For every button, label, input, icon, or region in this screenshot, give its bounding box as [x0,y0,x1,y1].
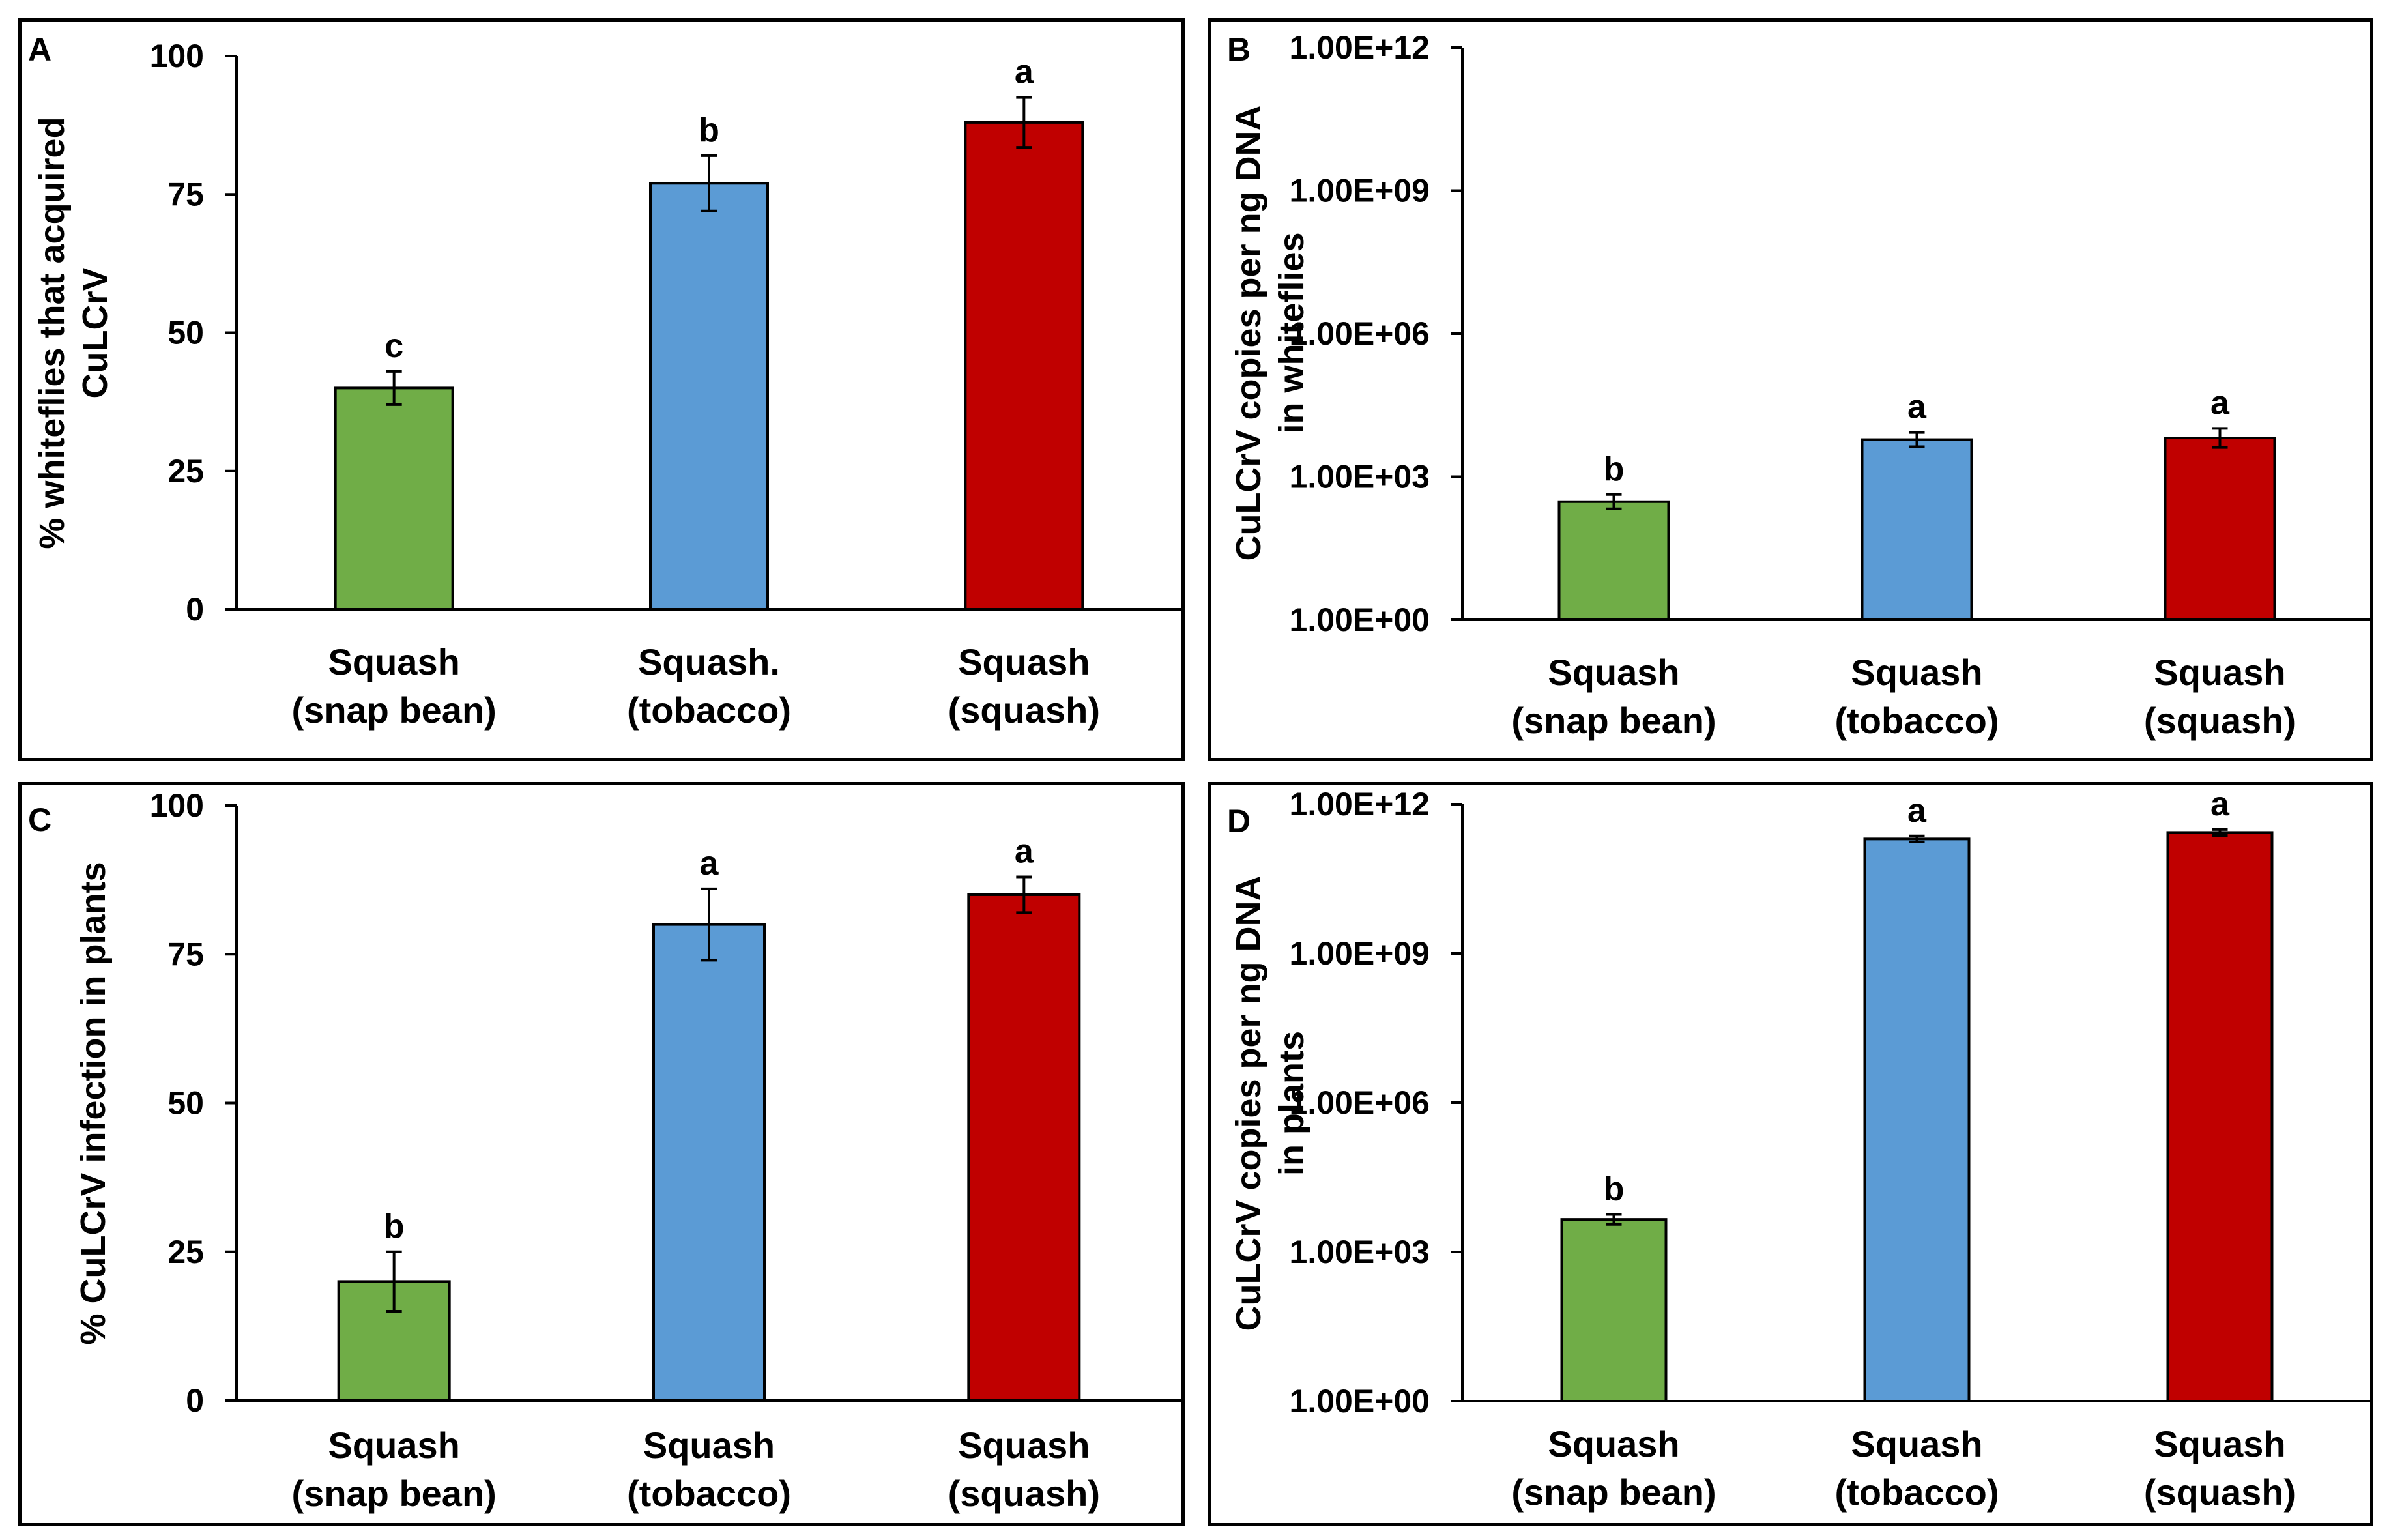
category-label-b-1: Squash [1548,652,1679,693]
category-label-b-2: Squash [1851,652,1982,693]
panel-letter-a: A [28,31,51,68]
chart-panel-d: D 1.00E+00 1.00E+03 1.00E+06 1.00E+09 1.00E+1… [1208,782,2373,1526]
category-label-d-3: Squash [2154,1423,2285,1464]
chart-d-svg: D 1.00E+00 1.00E+03 1.00E+06 1.00E+09 1.00E+1… [1227,785,2371,1513]
y-axis-label-line-b: CuLCrV copies per ng DNA [1229,105,1268,560]
y-axis-label-line-d: CuLCrV copies per ng DNA [1229,875,1268,1331]
bar-d-2 [1863,837,1971,1402]
sig-letter-d-2: a [1907,792,1927,830]
chart-panel-c: C 0 25 50 75 100 % CuLCrV infection in plants b… [18,782,1185,1526]
panel-letter-c: C [28,802,51,838]
y-axis-label-b: CuLCrV copies per ng DNA in whiteflies [1229,105,1311,560]
y-axis-label-line-c: % CuLCrV infection in plants [74,862,113,1344]
y-tick-label-c: 25 [167,1234,204,1270]
y-axis-label-line-d: in plants [1272,1031,1311,1176]
bar-b-3 [2164,437,2276,621]
bar-d-1 [1560,1218,1668,1402]
chart-b-svg: B 1.00E+00 1.00E+03 1.00E+06 1.00E+09 1.00E+1… [1227,29,2371,741]
y-tick-label-a: 50 [167,315,204,351]
y-tick-label-c: 0 [186,1382,204,1419]
category-label-d-1: Squash [1548,1423,1679,1464]
y-tick-label-b: 1.00E+03 [1290,459,1430,495]
bar-b-2 [1861,438,1973,621]
sig-letter-c-1: b [384,1208,405,1245]
category-sublabel-b-2: (tobacco) [1835,700,1999,741]
sig-letter-a-1: c [384,327,403,365]
category-label-d-2: Squash [1851,1423,1982,1464]
y-tick-label-b: 1.00E+00 [1290,602,1430,638]
y-tick-label-c: 100 [150,787,204,824]
bar-d-3 [2166,831,2274,1403]
sig-letter-b-3: a [2210,384,2230,422]
category-sublabel-d-3: (squash) [2144,1472,2296,1513]
category-label-a-1: Squash [328,641,460,682]
category-sublabel-c-1: (snap bean) [292,1473,497,1514]
bar-b-1 [1557,500,1670,622]
sig-letter-b-2: a [1907,388,1927,426]
y-axis-label-a: % whiteflies that acquired CuLCrV [33,117,115,549]
sig-letter-c-3: a [1015,833,1034,871]
y-tick-label-a: 100 [150,38,204,74]
y-axis-label-line-b: in whiteflies [1272,232,1311,433]
y-axis-label-line-a: % whiteflies that acquired [33,117,72,549]
y-axis-label-d: CuLCrV copies per ng DNA in plants [1229,875,1311,1331]
chart-panel-b: B 1.00E+00 1.00E+03 1.00E+06 1.00E+09 1.00E+1… [1208,18,2373,761]
bar-c-3 [967,893,1081,1402]
sig-letter-b-1: b [1604,450,1625,488]
category-sublabel-d-2: (tobacco) [1835,1472,1999,1513]
y-tick-label-b: 1.00E+06 [1290,315,1430,352]
category-label-c-2: Squash [643,1425,775,1466]
panel-letter-d: D [1227,803,1251,839]
category-sublabel-a-1: (snap bean) [292,690,497,731]
sig-letter-c-2: a [700,845,719,882]
category-label-a-2: Squash. [638,641,780,682]
y-tick-label-b: 1.00E+09 [1290,173,1430,209]
chart-a-svg: A 0 25 50 75 100 % whiteflies that acquired CuL… [28,31,1181,731]
y-tick-label-d: 1.00E+12 [1290,786,1430,822]
y-tick-label-d: 1.00E+06 [1290,1084,1430,1121]
y-tick-label-d: 1.00E+00 [1290,1383,1430,1419]
category-sublabel-d-1: (snap bean) [1511,1472,1716,1513]
bar-c-2 [652,923,766,1402]
category-sublabel-a-3: (squash) [948,690,1100,731]
y-tick-label-a: 75 [167,176,204,212]
category-label-c-3: Squash [958,1425,1090,1466]
y-tick-label-c: 50 [167,1085,204,1122]
y-tick-label-a: 25 [167,453,204,489]
category-sublabel-c-3: (squash) [948,1473,1100,1514]
bar-a-3 [964,121,1084,611]
sig-letter-d-1: b [1604,1170,1625,1208]
y-tick-label-a: 0 [186,591,204,628]
bar-a-1 [334,386,454,611]
y-tick-label-d: 1.00E+09 [1290,935,1430,972]
category-sublabel-c-2: (tobacco) [627,1473,791,1514]
y-tick-label-c: 75 [167,936,204,972]
chart-c-svg: C 0 25 50 75 100 % CuLCrV infection in plants b… [28,787,1181,1514]
category-sublabel-b-1: (snap bean) [1511,700,1716,741]
y-axis-label-line-a: CuLCrV [76,268,115,399]
category-sublabel-b-3: (squash) [2144,700,2296,741]
chart-panel-a: A 0 25 50 75 100 % whiteflies that acquired CuL… [18,18,1185,761]
y-tick-label-d: 1.00E+03 [1290,1234,1430,1270]
category-label-c-1: Squash [328,1425,460,1466]
sig-letter-a-3: a [1015,53,1034,91]
sig-letter-a-2: b [699,111,719,149]
category-label-b-3: Squash [2154,652,2285,693]
bar-a-2 [649,182,769,611]
panel-letter-b: B [1227,31,1251,68]
sig-letter-d-3: a [2210,785,2230,823]
y-tick-label-b: 1.00E+12 [1290,29,1430,66]
category-label-a-3: Squash [958,641,1090,682]
category-sublabel-a-2: (tobacco) [627,690,791,731]
y-axis-label-c: % CuLCrV infection in plants [74,862,113,1344]
